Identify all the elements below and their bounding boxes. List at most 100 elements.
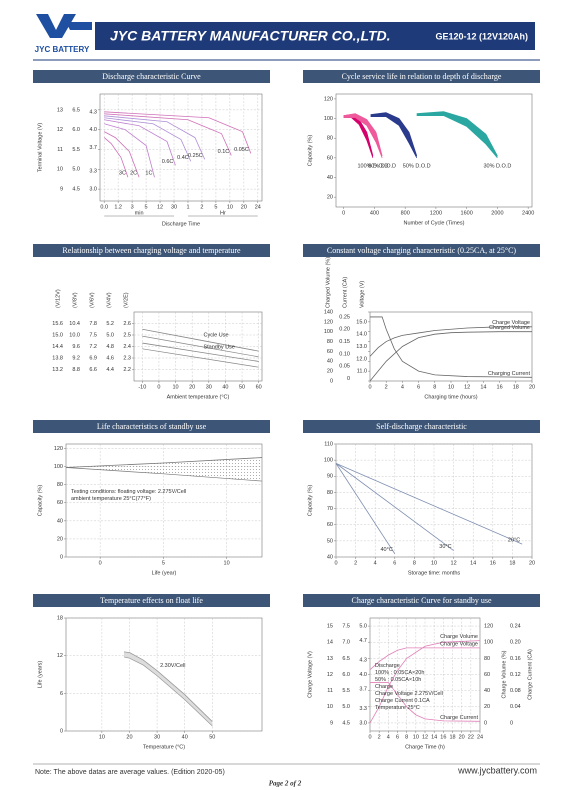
y-tick-label: 20	[57, 536, 63, 542]
y-tick-label: 20	[327, 195, 333, 201]
x-tick-label: 40	[182, 734, 188, 740]
y-tick-label: 3.7	[89, 145, 97, 151]
y-tick-label: 9	[60, 187, 63, 193]
y-tick-label: 60	[327, 155, 333, 161]
y-tick-label: 20	[484, 704, 490, 710]
series-line	[370, 316, 533, 378]
y-tick-label: 15.0	[356, 319, 367, 325]
band-edge	[142, 335, 259, 358]
y-tick-label: 10.4	[69, 321, 80, 327]
panel-title-bar	[33, 70, 270, 83]
y-tick-label: 100	[324, 116, 333, 122]
series-line	[335, 463, 396, 554]
y-tick-label: 4.8	[106, 344, 114, 350]
y-tick-label: 11	[57, 147, 63, 153]
panel-title: Cycle service life in relation to depth …	[342, 72, 502, 81]
x-tick-label: 4	[401, 384, 404, 390]
y-tick-label: 0.15	[339, 339, 350, 345]
y-tick-label: 0.05	[339, 364, 350, 370]
plot-frame	[99, 93, 263, 202]
panel-title: Constant voltage charging characteristic…	[327, 246, 517, 255]
y-tick-label: 0	[330, 378, 333, 384]
x-tick-label: 14	[480, 384, 486, 390]
band-edge	[123, 656, 213, 727]
y-tick-label: 120	[324, 319, 333, 325]
y-tick-label: 5.0	[106, 332, 114, 338]
y-tick-label: 14.0	[356, 332, 367, 338]
y-tick-label: 6.0	[72, 127, 80, 133]
panel-title-bar	[33, 594, 270, 607]
series-label: 100% D.O.D	[357, 163, 388, 169]
axis-label: Charge Voltage (V)	[307, 651, 313, 698]
y-tick-label: 14.4	[52, 344, 63, 350]
series-line	[104, 115, 206, 160]
series-label: Charge Current	[440, 715, 478, 721]
y-tick-label: 5.0	[359, 624, 367, 630]
band-fill	[123, 651, 213, 726]
x-tick-label: 2	[200, 204, 203, 210]
series-label: Charge Volume	[440, 634, 478, 640]
y-tick-label: 100	[54, 464, 63, 470]
series-label: Charge Voltage	[492, 320, 530, 326]
x-tick-label: 20	[459, 734, 465, 740]
y-tick-label: 60	[327, 349, 333, 355]
panel-title: Temperature effects on float life	[100, 596, 203, 605]
x-tick-label: 30	[206, 384, 212, 390]
y-tick-label: 6.6	[89, 367, 97, 373]
series-line	[104, 113, 232, 156]
x-tick-label: 14	[431, 734, 437, 740]
y-tick-label: 80	[327, 136, 333, 142]
series-label: 80% D.O.D	[368, 163, 396, 169]
x-tick-label: 14	[470, 560, 476, 566]
panel-title-bar	[33, 420, 270, 433]
series-line	[104, 119, 176, 166]
y-tick-label: 6.0	[342, 672, 350, 678]
footer-note: Note: The above datas are average values…	[35, 769, 225, 776]
x-tick-label: 10	[448, 384, 454, 390]
y-tick-label: 80	[327, 339, 333, 345]
series-label: 0.05C	[234, 147, 249, 153]
y-tick-label: 0.25	[339, 314, 350, 320]
y-tick-label: 60	[327, 522, 333, 528]
panel-title: Charge characteristic Curve for standby …	[351, 596, 491, 605]
series-line	[142, 342, 259, 362]
series-line	[369, 640, 481, 724]
y-tick-label: 0.04	[510, 704, 521, 710]
x-tick-label: 22	[468, 734, 474, 740]
x-tick-label: 3	[131, 204, 134, 210]
y-tick-label: 0.08	[510, 688, 521, 694]
y-tick-label: 12	[57, 653, 63, 659]
series-label: 20°C	[508, 538, 520, 544]
x-tick-label: 2000	[491, 210, 503, 216]
y-tick-label: 13.0	[356, 344, 367, 350]
series-line	[104, 131, 140, 178]
axis-label: (V/2E)	[123, 292, 129, 308]
axis-label: Terminal Voltage (V)	[37, 123, 43, 173]
band-fill	[416, 111, 498, 158]
x-tick-label: 10	[227, 204, 233, 210]
y-tick-label: 5.5	[342, 688, 350, 694]
page-number: Page 2 of 2	[269, 780, 302, 788]
x-tick-label: 4	[374, 560, 377, 566]
panel-title-bar	[33, 244, 270, 257]
x-tick-label: 10	[224, 560, 230, 566]
y-tick-label: 7.8	[89, 321, 97, 327]
x-axis-label: Temperature (°C)	[143, 744, 185, 750]
series-line	[104, 111, 252, 154]
x-tick-label: 0	[368, 734, 371, 740]
series-label: Cycle Use	[203, 333, 228, 339]
band-fill	[343, 113, 383, 158]
series-line	[103, 137, 129, 178]
panel-title-bar	[303, 70, 540, 83]
y-tick-label: 80	[57, 482, 63, 488]
y-tick-label: 10	[57, 167, 63, 173]
x-axis-label: Storage time: months	[408, 570, 461, 576]
y-tick-label: 0	[510, 720, 513, 726]
note: Charge	[375, 684, 393, 690]
axis-label: Charge Volume (%)	[501, 650, 507, 698]
note: Testing conditions: floating voltage: 2.…	[71, 489, 186, 495]
y-tick-label: 13.8	[52, 355, 63, 361]
x-tick-label: 10	[172, 384, 178, 390]
note: 50% : 0.05CA×10h	[375, 677, 421, 683]
y-tick-label: 5.2	[106, 321, 114, 327]
